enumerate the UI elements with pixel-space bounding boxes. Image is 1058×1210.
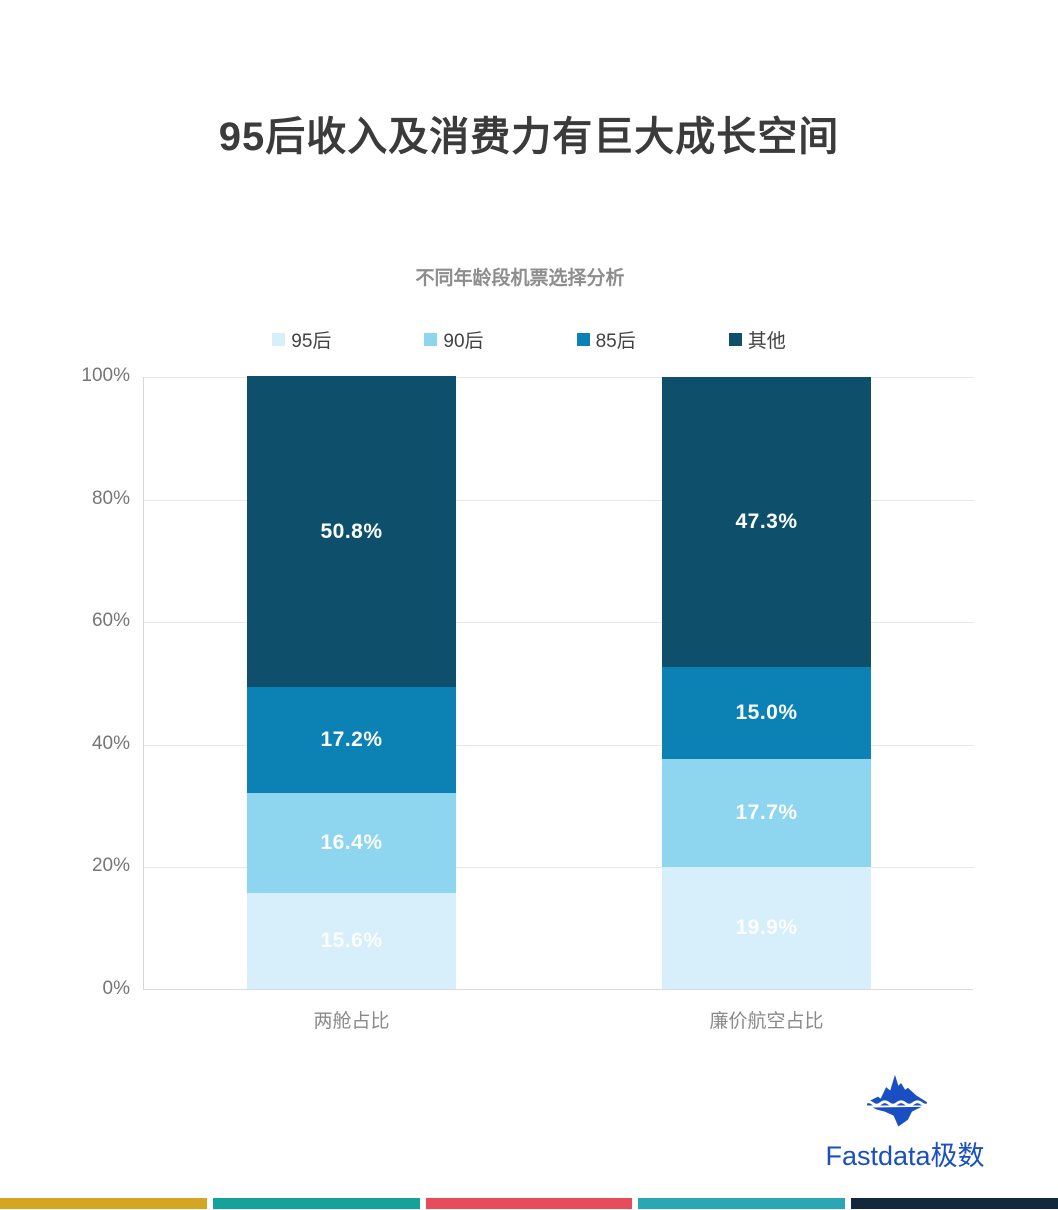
- legend-swatch-icon: [728, 333, 742, 346]
- stripe-segment: [212, 1198, 420, 1209]
- legend-item-3: 其他: [728, 326, 786, 353]
- segment-value-label: 47.3%: [735, 509, 798, 533]
- legend-item-1: 90后: [424, 326, 484, 353]
- segment-value-label: 50.8%: [320, 519, 383, 543]
- gridline: [144, 499, 974, 501]
- stripe-segment: [425, 1198, 633, 1209]
- legend: 95后 90后 85后 其他: [0, 326, 1058, 353]
- segment-value-label: 16.4%: [320, 831, 383, 855]
- gridline: [144, 744, 974, 746]
- bar-segment-其他: 47.3%: [662, 376, 871, 667]
- segment-value-label: 19.9%: [735, 916, 798, 939]
- legend-label: 95后: [291, 331, 332, 352]
- segment-value-label: 15.6%: [320, 929, 383, 953]
- bar-segment-95后: 15.6%: [247, 893, 456, 989]
- x-axis-category-label: 两舱占比: [313, 1011, 390, 1032]
- fastdata-iceberg-logo-icon: [863, 1074, 931, 1127]
- bar-segment-其他: 50.8%: [247, 376, 456, 688]
- legend-swatch-icon: [576, 333, 590, 346]
- bar-segment-90后: 16.4%: [247, 792, 456, 894]
- y-axis-tick: 40%: [91, 732, 130, 754]
- gridline: [144, 867, 974, 869]
- x-axis-category-label: 廉价航空占比: [709, 1011, 824, 1032]
- legend-swatch-icon: [424, 333, 438, 346]
- y-axis-tick: 100%: [81, 365, 130, 386]
- stacked-bar-0: 15.6% 16.4% 17.2% 50.8%: [247, 376, 456, 989]
- segment-value-label: 17.2%: [320, 728, 383, 752]
- y-axis-tick: 60%: [91, 610, 130, 632]
- bar-segment-85后: 15.0%: [662, 666, 871, 759]
- legend-item-2: 85后: [576, 326, 636, 353]
- chart-title: 不同年龄段机票选择分析: [415, 268, 625, 289]
- stacked-bar-1: 19.9% 17.7% 15.0% 47.3%: [662, 376, 871, 989]
- legend-label: 其他: [747, 331, 786, 352]
- footer-color-stripe: [0, 1198, 1058, 1209]
- plot-area: 0% 20% 40% 60% 80% 100% 15.6% 16.4% 17.2% 50.8% 两舱…: [81, 365, 974, 1032]
- y-axis-tick: 80%: [91, 487, 130, 509]
- legend-item-0: 95后: [272, 326, 331, 353]
- y-axis-tick: 20%: [91, 855, 130, 877]
- stripe-segment: [0, 1198, 207, 1209]
- gridline: [144, 377, 974, 378]
- bar-segment-85后: 17.2%: [247, 687, 456, 793]
- stripe-segment: [851, 1198, 1058, 1209]
- y-axis-tick: 0%: [102, 978, 130, 999]
- bar-segment-90后: 17.7%: [662, 758, 871, 868]
- segment-value-label: 15.0%: [735, 700, 798, 724]
- brand-wordmark: Fastdata极数: [825, 1141, 985, 1171]
- legend-label: 90后: [443, 331, 484, 352]
- page-title: 95后收入及消费力有巨大成长空间: [218, 115, 840, 159]
- stripe-segment: [638, 1198, 846, 1209]
- legend-label: 85后: [595, 331, 636, 352]
- bar-segment-95后: 19.9%: [662, 867, 871, 989]
- legend-swatch-icon: [272, 333, 286, 346]
- segment-value-label: 17.7%: [735, 800, 798, 824]
- gridline: [144, 622, 974, 624]
